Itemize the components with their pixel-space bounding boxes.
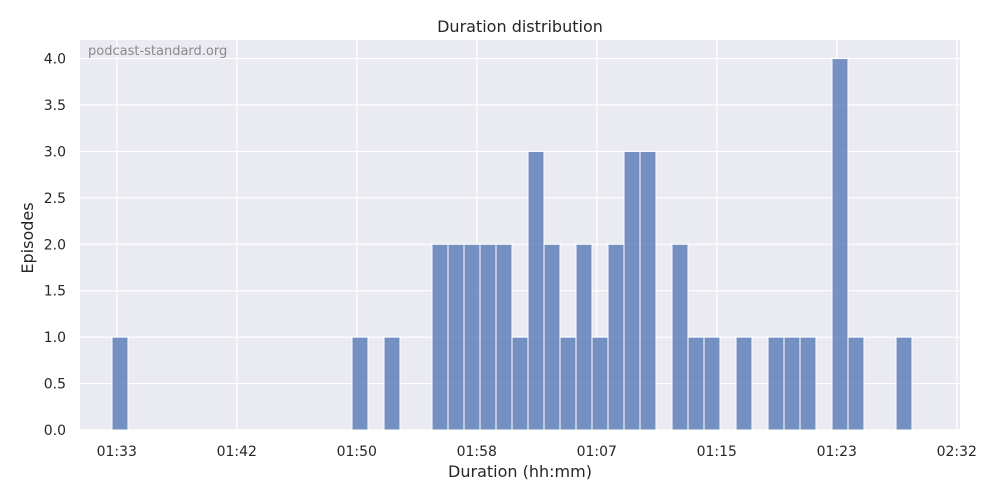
histogram-bar <box>783 336 801 431</box>
histogram-bar <box>639 150 657 431</box>
x-tick-label: 01:07 <box>577 444 617 460</box>
histogram-bar <box>767 336 785 431</box>
histogram-bar <box>575 243 593 431</box>
x-tick-label: 01:23 <box>817 444 857 460</box>
y-tick-label: 3.5 <box>44 98 66 114</box>
histogram-bar <box>831 58 849 431</box>
x-tick-label: 01:33 <box>97 444 137 460</box>
histogram-bar <box>687 336 705 431</box>
histogram-bar <box>431 243 449 431</box>
x-axis-ticks: 01:33 01:42 01:50 01:58 01:07 01:15 01:23 02:32 <box>97 444 977 460</box>
histogram-bar <box>735 336 753 431</box>
histogram-bar <box>383 336 401 431</box>
x-tick-label: 01:15 <box>697 444 737 460</box>
histogram-bar <box>447 243 465 431</box>
y-axis-label: Episodes <box>18 202 37 273</box>
histogram-bar <box>463 243 481 431</box>
y-tick-label: 2.5 <box>44 191 66 207</box>
histogram-bar <box>111 336 129 431</box>
y-tick-label: 0.0 <box>44 423 66 439</box>
histogram-bar <box>495 243 513 431</box>
x-tick-label: 02:32 <box>937 444 977 460</box>
y-tick-label: 1.0 <box>44 330 66 346</box>
x-tick-label: 01:42 <box>217 444 257 460</box>
histogram-bar <box>351 336 369 431</box>
histogram-bar <box>895 336 913 431</box>
histogram-bar <box>543 243 561 431</box>
y-tick-label: 0.5 <box>44 377 66 393</box>
x-axis-label: Duration (hh:mm) <box>448 462 592 481</box>
y-tick-label: 4.0 <box>44 52 66 68</box>
y-tick-label: 3.0 <box>44 144 66 160</box>
histogram-bar <box>479 243 497 431</box>
y-tick-label: 2.0 <box>44 237 66 253</box>
histogram-bar <box>703 336 721 431</box>
histogram-bar <box>847 336 865 431</box>
histogram-bar <box>607 243 625 431</box>
histogram-bar <box>591 336 609 431</box>
x-tick-label: 01:58 <box>457 444 497 460</box>
watermark: podcast-standard.org <box>88 44 227 59</box>
histogram-bar <box>671 243 689 431</box>
histogram-bar <box>559 336 577 431</box>
histogram-bar <box>511 336 529 431</box>
y-tick-label: 1.5 <box>44 284 66 300</box>
histogram-bar <box>527 150 545 431</box>
histogram-bar <box>799 336 817 431</box>
y-axis-ticks: 0.0 0.5 1.0 1.5 2.0 2.5 3.0 3.5 4.0 <box>44 52 66 439</box>
chart-title: Duration distribution <box>437 17 603 36</box>
x-tick-label: 01:50 <box>337 444 377 460</box>
bars <box>111 58 913 431</box>
histogram-bar <box>623 150 641 431</box>
